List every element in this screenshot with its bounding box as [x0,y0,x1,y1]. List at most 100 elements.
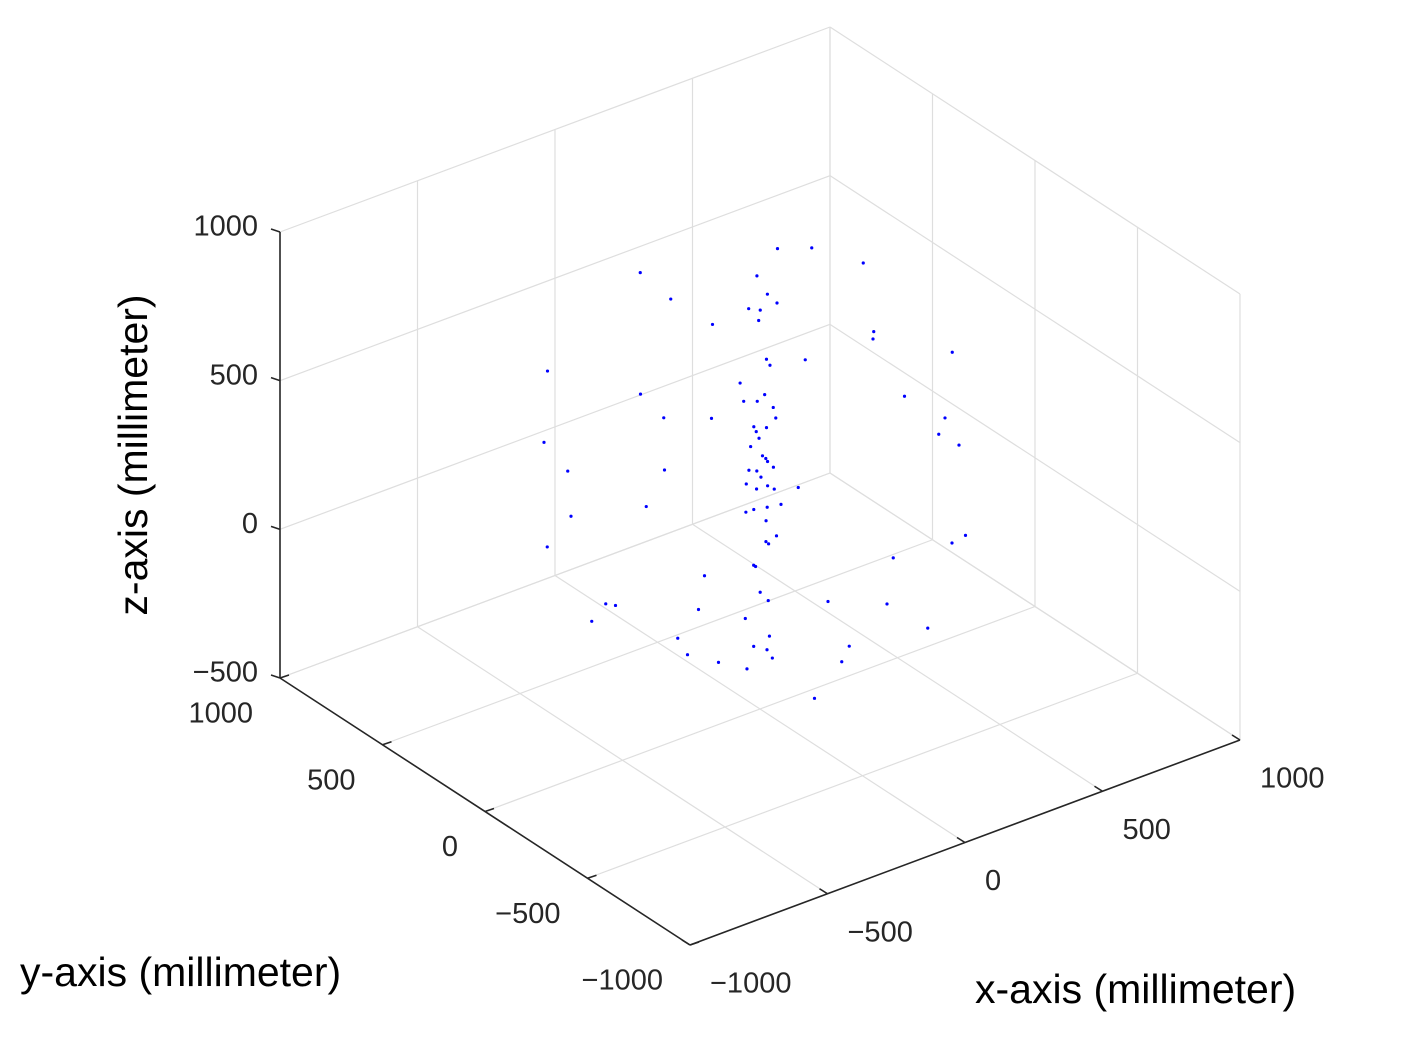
point [747,468,751,472]
y-tick [484,807,495,813]
y-tick [689,941,700,946]
point [771,405,775,410]
point [872,330,876,334]
grid [279,26,1241,946]
grid-line [829,323,1241,592]
point [613,603,618,608]
point [812,696,817,700]
point [768,363,772,367]
points [542,246,968,700]
point [763,393,767,397]
x-tick-label: 0 [985,865,1001,897]
point [566,469,570,473]
point [758,308,762,312]
y-tick-label: 1000 [188,698,253,730]
point [569,514,573,518]
point [638,271,642,275]
point [755,399,759,403]
grid-line [587,672,1138,879]
z-axis-title: z-axis (millimeter) [110,294,156,615]
point [710,322,715,327]
point [771,465,776,469]
point [902,394,907,398]
y-tick [587,874,597,880]
point [765,505,769,509]
z-tick-label: 0 [242,508,258,540]
point [891,556,895,560]
point [765,459,770,464]
point [590,619,594,623]
point [757,318,761,323]
point [765,648,769,652]
point [774,416,778,420]
z-tick-label: 500 [210,359,258,391]
point [545,369,550,373]
point [754,487,759,491]
point [774,534,779,538]
point [743,616,747,621]
point [604,602,608,606]
point [766,484,770,488]
x-tick [681,939,691,946]
point [770,656,774,660]
point [696,607,701,612]
point [803,358,807,362]
point [702,574,707,578]
point [542,440,546,444]
point [749,444,753,449]
point [759,475,763,479]
y-tick-label: −500 [495,898,560,930]
point [754,430,758,434]
y-axis-title: y-axis (millimeter) [20,949,341,995]
point [943,416,947,420]
grid-line [279,175,831,382]
grid-line [279,323,831,530]
grid-line [829,175,1241,444]
point [742,399,746,403]
point [545,545,549,549]
point [758,590,762,594]
point [765,292,770,296]
point [753,564,758,569]
point [745,667,749,671]
grid-line [279,26,831,233]
y-tick [382,740,392,746]
point [767,634,772,638]
grid-line [382,539,933,746]
point [861,261,865,265]
point [744,482,748,486]
point [757,436,761,440]
grid-line [829,472,1241,741]
axes: −1000 −500 0 500 1000 −1000 −500 0 500 1000 −500 0 5… [188,211,1324,1000]
point [764,456,768,461]
y-tick-label: 500 [307,764,355,796]
point [709,416,714,420]
point [885,602,889,606]
point [755,469,759,473]
point [950,350,954,354]
point [810,246,814,250]
point [847,644,851,648]
point [752,644,756,648]
z-tick [270,228,281,233]
point [796,485,800,490]
point [638,392,643,396]
point [826,599,830,604]
point [716,660,721,664]
y-tick-label: 0 [442,831,458,863]
y-tick [279,674,290,679]
point [871,337,875,341]
x-tick [956,836,966,844]
point [963,533,968,537]
point [764,357,769,361]
x-tick-label: −500 [848,916,913,948]
point [662,416,666,420]
point [744,510,748,514]
point [764,540,768,544]
point [772,487,776,491]
point [685,653,690,657]
x-tick-label: 1000 [1260,763,1325,795]
point [779,502,783,506]
